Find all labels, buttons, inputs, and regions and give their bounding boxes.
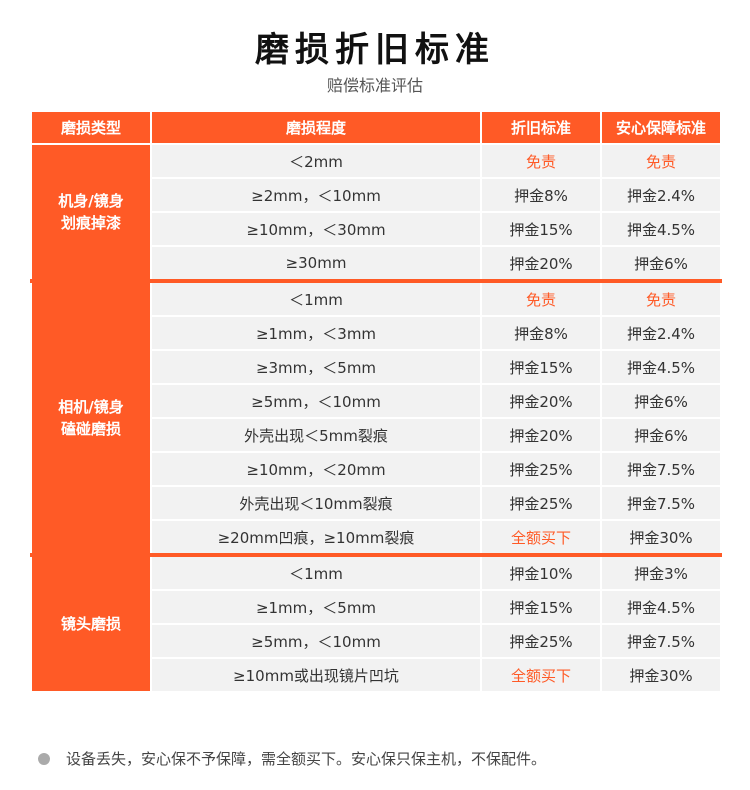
- cell: 免责: [600, 143, 722, 179]
- cell: 外壳出现＜5mm裂痕: [150, 417, 482, 453]
- cell: 押金4.5%: [600, 211, 722, 247]
- row: 镜头磨损 ＜1mm 押金10% 押金3%: [30, 553, 722, 693]
- row: ≥2mm，＜10mm 押金8% 押金2.4%: [31, 177, 722, 213]
- cell: 押金6%: [600, 383, 722, 419]
- footnote: 设备丢失，安心保不予保障，需全额买下。安心保只保主机，不保配件。: [38, 748, 546, 769]
- cell: 押金30%: [600, 519, 722, 556]
- cell: ＜1mm: [150, 553, 482, 591]
- cell: ≥2mm，＜10mm: [150, 177, 482, 213]
- cell: 全额买下: [480, 519, 602, 556]
- cell: ≥1mm，＜3mm: [150, 315, 482, 351]
- cell: 押金15%: [480, 349, 602, 385]
- cell: 押金3%: [600, 553, 722, 591]
- column-header: 折旧标准: [480, 110, 602, 145]
- cell: ≥30mm: [150, 245, 482, 282]
- row: ≥10mm，＜20mm 押金25% 押金7.5%: [31, 451, 722, 487]
- row: 相机/镜身 磕碰磨损 ＜1mm 免责 免责: [30, 279, 722, 556]
- cell: 押金2.4%: [600, 177, 722, 213]
- row: ≥3mm，＜5mm 押金15% 押金4.5%: [31, 349, 722, 385]
- cell: 押金6%: [600, 245, 722, 282]
- row: ≥30mm 押金20% 押金6%: [31, 245, 722, 282]
- cell: 押金25%: [480, 451, 602, 487]
- type-line: 磕碰磨损: [60, 420, 121, 438]
- cell: 押金6%: [600, 417, 722, 453]
- cell: ＜1mm: [150, 279, 482, 317]
- cell: ≥10mm，＜20mm: [150, 451, 482, 487]
- row: ≥1mm，＜3mm 押金8% 押金2.4%: [31, 315, 722, 351]
- row: ≥5mm，＜10mm 押金25% 押金7.5%: [31, 623, 722, 659]
- column-header: 磨损程度: [150, 110, 482, 145]
- cell: 押金20%: [480, 417, 602, 453]
- title: 磨损折旧标准: [255, 30, 495, 70]
- row: ≥1mm，＜5mm 押金15% 押金4.5%: [31, 589, 722, 625]
- bullet: [38, 752, 50, 765]
- type-line: 镜头磨损: [60, 615, 121, 633]
- cell: 押金25%: [480, 485, 602, 521]
- cell: 押金15%: [480, 589, 602, 625]
- table: 磨损类型 磨损程度 折旧标准 安心保障标准 机身/镜身 划痕掉漆 ＜2mm 免责 免责 ≥2mm…: [30, 110, 722, 693]
- cell: ＜2mm: [150, 143, 482, 179]
- cell: 押金4.5%: [600, 589, 722, 625]
- cell: 免责: [600, 279, 722, 317]
- cell: 押金20%: [480, 245, 602, 282]
- cell: ≥5mm，＜10mm: [150, 383, 482, 419]
- type-line: 相机/镜身: [58, 398, 124, 416]
- row: ≥5mm，＜10mm 押金20% 押金6%: [31, 383, 722, 419]
- cell: ≥10mm或出现镜片凹坑: [150, 657, 482, 693]
- subtitle: 赔偿标准评估: [326, 76, 423, 95]
- cell: 免责: [480, 143, 602, 179]
- row: ≥10mm或出现镜片凹坑 全额买下 押金30%: [31, 657, 722, 693]
- cell: ≥1mm，＜5mm: [150, 589, 482, 625]
- row: 外壳出现＜10mm裂痕 押金25% 押金7.5%: [31, 485, 722, 521]
- cell: ≥5mm，＜10mm: [150, 623, 482, 659]
- cell: 押金7.5%: [600, 485, 722, 521]
- type-line: 机身/镜身: [58, 192, 124, 210]
- cell: 外壳出现＜10mm裂痕: [150, 485, 482, 521]
- type-cell: 机身/镜身划痕掉漆: [30, 143, 152, 282]
- cell: 押金15%: [480, 211, 602, 247]
- cell: 押金8%: [480, 315, 602, 351]
- column-header: 安心保障标准: [600, 110, 722, 145]
- cell: ≥3mm，＜5mm: [150, 349, 482, 385]
- row: 外壳出现＜5mm裂痕 押金20% 押金6%: [31, 417, 722, 453]
- cell: 押金7.5%: [600, 623, 722, 659]
- cell: 免责: [480, 279, 602, 317]
- row: ≥10mm，＜30mm 押金15% 押金4.5%: [31, 211, 722, 247]
- type-cell: 相机/镜身磕碰磨损: [30, 279, 152, 556]
- cell: 押金8%: [480, 177, 602, 213]
- header-row: 磨损类型 磨损程度 折旧标准 安心保障标准: [30, 110, 722, 145]
- cell: 押金4.5%: [600, 349, 722, 385]
- cell: 押金30%: [600, 657, 722, 693]
- type-cell: 镜头磨损: [30, 553, 152, 693]
- type-line: 划痕掉漆: [60, 214, 121, 232]
- column-header: 磨损类型: [30, 110, 152, 145]
- cell: ≥10mm，＜30mm: [150, 211, 482, 247]
- row: ≥20mm凹痕，≥10mm裂痕 全额买下 押金30%: [31, 519, 722, 556]
- footnote-text: 设备丢失，安心保不予保障，需全额买下。安心保只保主机，不保配件。: [66, 750, 547, 768]
- cell: 押金10%: [480, 553, 602, 591]
- cell: 押金25%: [480, 623, 602, 659]
- cell: 押金2.4%: [600, 315, 722, 351]
- cell: ≥20mm凹痕，≥10mm裂痕: [150, 519, 482, 556]
- row: 机身/镜身 划痕掉漆 ＜2mm 免责 免责: [30, 143, 722, 282]
- cell: 押金7.5%: [600, 451, 722, 487]
- cell: 押金20%: [480, 383, 602, 419]
- cell: 全额买下: [480, 657, 602, 693]
